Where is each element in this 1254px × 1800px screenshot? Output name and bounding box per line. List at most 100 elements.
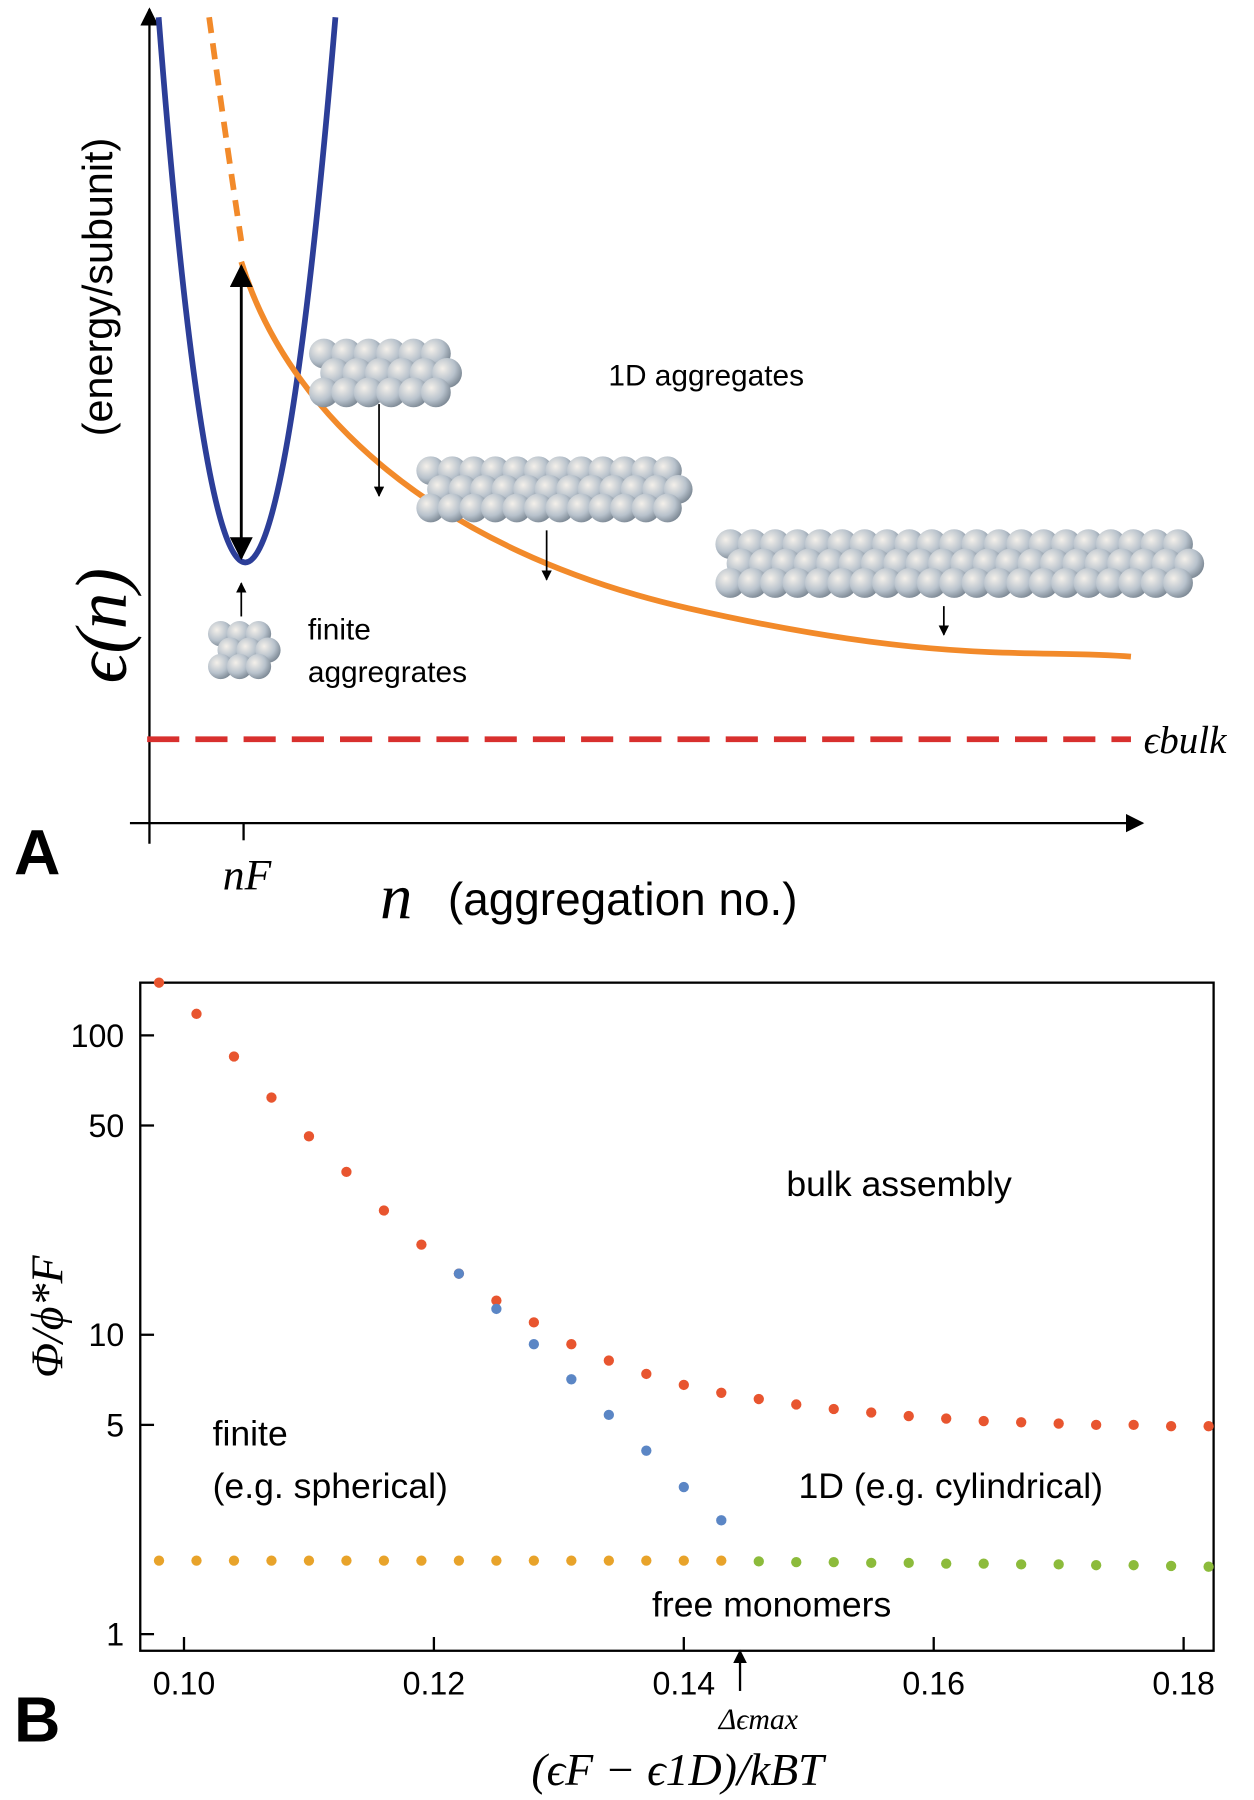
y-tick-label: 5 [106, 1407, 124, 1443]
aggregates [207, 338, 1205, 680]
aggregate-sphere [894, 568, 925, 598]
aggregate-sphere [984, 568, 1014, 598]
annotation: 1D aggregates [608, 360, 804, 393]
annotation: finite [308, 613, 371, 646]
annotation: Δϵmax [718, 1703, 799, 1736]
x-tick-label: 0.16 [902, 1665, 965, 1701]
data-point [266, 1092, 277, 1103]
data-point [491, 1555, 502, 1566]
data-point [266, 1555, 277, 1566]
panel-a: ϵ(n) (energy/subunit) 1D aggregates fini… [14, 7, 1228, 932]
data-point [641, 1445, 652, 1456]
data-point [1090, 1419, 1102, 1431]
data-point [491, 1295, 502, 1306]
data-point [603, 1355, 615, 1366]
annotation: (e.g. spherical) [213, 1466, 448, 1506]
data-point [903, 1557, 914, 1569]
plot-frame [139, 981, 1215, 1652]
aggregate-sphere [353, 377, 384, 408]
data-point [528, 1317, 540, 1328]
data-point [303, 1131, 315, 1142]
data-point [341, 1555, 352, 1566]
aggregate-sphere [1051, 568, 1082, 598]
aggregate-sphere [588, 493, 618, 523]
data-point [1016, 1559, 1027, 1570]
data-point [378, 1555, 390, 1566]
annotation: aggregrates [308, 656, 467, 689]
data-point [716, 1387, 727, 1398]
aggregate-sphere [827, 568, 858, 598]
data-point [191, 1555, 202, 1566]
x-tick-label: 0.18 [1152, 1665, 1215, 1701]
aggregate-sphere [331, 377, 362, 408]
aggregate-sphere [804, 568, 835, 598]
finite-curve [155, 16, 339, 566]
aggregate-sphere [737, 568, 768, 598]
aggregate-sphere [245, 653, 272, 680]
data-point [491, 1303, 502, 1315]
data-point [1016, 1417, 1027, 1428]
y-tick-label: 50 [88, 1108, 124, 1144]
annotation: 1D (e.g. cylindrical) [798, 1466, 1102, 1506]
aggregate-sphere [459, 493, 489, 523]
aggregate-sphere [631, 493, 661, 523]
data-point [941, 1413, 952, 1424]
data-point [378, 1205, 390, 1216]
data-point [828, 1556, 839, 1568]
x-axis-label: (ϵF − ϵ1D)/kBT [531, 1744, 827, 1795]
data-point [978, 1558, 989, 1569]
data-point [716, 1555, 727, 1566]
aggregate-sphere [939, 568, 970, 598]
aggregate-sphere [420, 377, 451, 408]
data-point [716, 1515, 727, 1526]
aggregate-sphere [961, 568, 992, 598]
x-label: (aggregation no.) [448, 873, 798, 925]
data-point [1053, 1418, 1064, 1429]
data-point [603, 1409, 615, 1421]
y-symbol: ϵ(n) [61, 568, 142, 683]
data-point [416, 1555, 427, 1566]
y-label: (energy/subunit) [75, 138, 121, 437]
bulk-label: ϵbulk [1144, 719, 1228, 762]
data-point [566, 1555, 577, 1566]
annotation: free monomers [652, 1584, 891, 1624]
data-point [303, 1555, 315, 1566]
panel-label: A [14, 817, 60, 889]
aggregate-sphere [1118, 568, 1149, 598]
x-tick-label: 0.12 [403, 1665, 466, 1701]
data-point [791, 1556, 802, 1568]
aggregate-sphere [523, 493, 553, 523]
data-point [1203, 1561, 1214, 1572]
data-point [566, 1339, 577, 1350]
data-point [753, 1393, 764, 1405]
x-tick-label: 0.14 [653, 1665, 716, 1701]
data-point [1053, 1559, 1064, 1570]
aggregate-sphere [480, 493, 510, 523]
y-tick-label: 10 [88, 1317, 124, 1353]
aggregate-sphere [309, 377, 339, 408]
data-point [753, 1556, 764, 1567]
y-tick-label: 100 [71, 1018, 125, 1054]
aggregate-sphere [715, 568, 746, 598]
aggregate-sphere [398, 377, 429, 408]
data-point [978, 1415, 989, 1427]
aggregate-sphere [1163, 568, 1193, 598]
data-point [453, 1268, 465, 1279]
data-point [1090, 1559, 1102, 1571]
data-point [903, 1410, 914, 1422]
data-point [641, 1368, 652, 1380]
data-point [528, 1339, 540, 1350]
annotation: finite [213, 1413, 288, 1453]
data-point [866, 1557, 877, 1569]
panel-b: B Φ/ϕ*F (ϵF − ϵ1D)/kBT 0.10 0.12 0.14 0.16 0… [14, 977, 1215, 1795]
data-point [678, 1379, 689, 1391]
aggregate-sphere [653, 493, 682, 523]
data-point [678, 1481, 689, 1493]
aggregate-sphere [610, 493, 639, 523]
data-point [791, 1399, 802, 1410]
data-point [528, 1555, 540, 1566]
data-point [228, 1051, 240, 1062]
aggregate-sphere [760, 568, 791, 598]
aggregate-sphere [916, 568, 947, 598]
